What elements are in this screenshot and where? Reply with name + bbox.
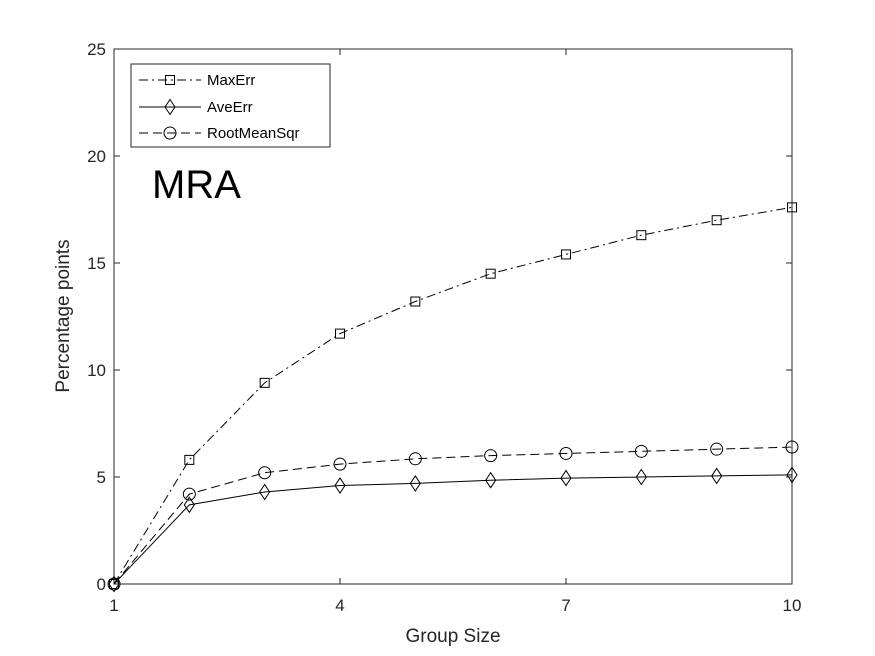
data-point [711,467,723,485]
data-point [258,466,272,480]
data-point [182,487,196,501]
data-point [785,440,799,454]
y-tick-label: 25 [87,40,106,59]
data-point [636,230,647,241]
data-point [107,577,121,591]
data-point [259,483,271,501]
data-point [710,442,724,456]
legend-entry-maxerr: MaxErr [139,72,255,89]
data-point [559,446,573,460]
data-point [184,454,195,465]
series-line [113,446,793,585]
chart-annotation: MRA [152,163,241,207]
legend-label: MaxErr [207,72,255,89]
series-layer [107,202,799,593]
data-point [485,471,497,489]
y-tick-label: 0 [97,575,106,594]
data-point [634,444,648,458]
data-point [259,377,270,388]
legend-marker [164,98,176,116]
series-rootmeansqr [107,440,799,591]
data-point [183,496,195,514]
data-point [335,328,345,339]
data-point [408,452,422,466]
x-axis-title: Group Size [405,626,500,647]
x-tick-label: 7 [561,596,570,615]
legend-marker [163,126,177,140]
series-line [113,206,793,585]
data-point [334,477,346,494]
legend-label: AveErr [207,99,253,116]
series-aveerr [108,466,798,593]
data-point [561,249,571,260]
data-point [711,215,722,226]
axis-ticks [113,48,793,585]
x-tick-label: 10 [783,596,802,615]
legend-entry-aveerr: AveErr [139,98,253,116]
data-point [560,469,572,487]
data-point [484,449,498,463]
data-point [787,202,797,213]
x-tick-label: 4 [335,596,344,615]
data-point [635,468,647,486]
legend-label: RootMeanSqr [207,125,300,142]
data-point [410,296,421,307]
x-tick-label: 1 [109,596,118,615]
data-point [786,466,798,484]
y-axis-title: Percentage points [53,239,74,392]
data-point [409,475,421,492]
legend-entry-rootmeansqr: RootMeanSqr [139,125,300,142]
y-tick-label: 15 [87,254,106,273]
data-point [108,575,120,593]
axis-tick-labels: 1 4 7 10 0 5 10 15 20 25 [87,40,801,615]
y-tick-label: 5 [97,468,106,487]
y-tick-label: 10 [87,361,106,380]
data-point [485,268,496,279]
y-tick-label: 20 [87,147,106,166]
data-point [333,457,347,471]
legend: MaxErr AveErr RootMeanSqr [130,63,331,148]
legend-marker [165,75,175,85]
series-line [113,474,793,585]
